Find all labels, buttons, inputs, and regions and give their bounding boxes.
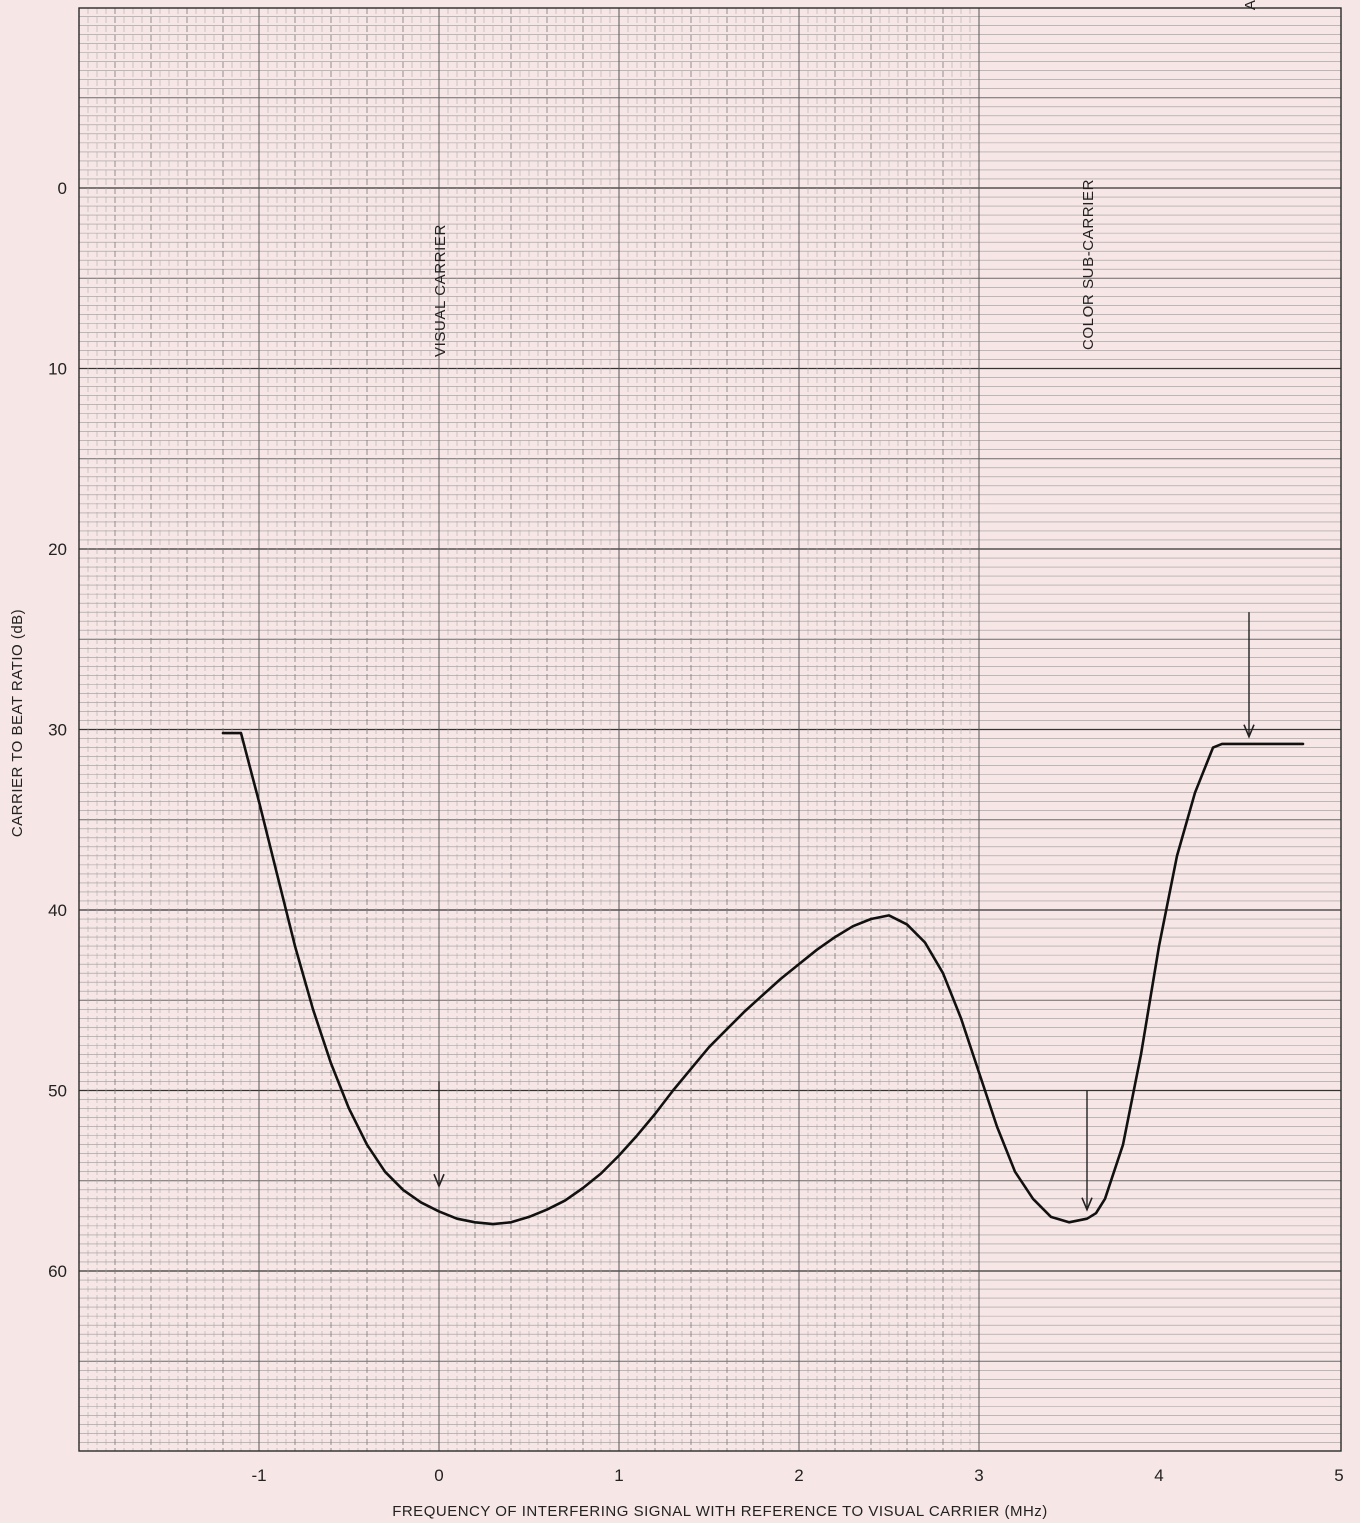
annotation-label: COLOR SUB-CARRIER: [1080, 179, 1097, 350]
x-axis-title: FREQUENCY OF INTERFERING SIGNAL WITH REF…: [392, 1503, 1048, 1520]
x-tick-label: 4: [1154, 1466, 1163, 1485]
y-tick-label: 10: [48, 360, 67, 379]
x-tick-label: 5: [1334, 1466, 1343, 1485]
y-tick-label: 0: [58, 179, 67, 198]
x-tick-label: 3: [974, 1466, 983, 1485]
tick-labels: 0 10 20 30 40 50 60 -1 0 1 2 3 4 5: [48, 179, 1344, 1485]
series-line: [221, 731, 1305, 1226]
y-tick-label: 50: [48, 1082, 67, 1101]
y-tick-label: 20: [48, 540, 67, 559]
y-tick-label: 40: [48, 901, 67, 920]
annotation-label: VISUAL CARRIER: [432, 224, 449, 357]
annotation-arrow-head: [433, 1173, 445, 1189]
x-tick-label: 1: [614, 1466, 623, 1485]
x-tick-label: 0: [434, 1466, 443, 1485]
annotations: VISUAL CARRIER COLOR SUB-CARRIER AURAL CAR…: [432, 0, 1259, 1212]
plot-frame: [78, 7, 1342, 1452]
y-tick-label: 30: [48, 721, 67, 740]
y-axis-title: CARRIER TO BEAT RATIO (dB): [9, 609, 26, 837]
data-series: [221, 731, 1305, 1226]
x-tick-label: 2: [794, 1466, 803, 1485]
y-tick-label: 60: [48, 1262, 67, 1281]
x-tick-label: -1: [251, 1466, 266, 1485]
grid: [79, 8, 1341, 1451]
annotation-arrow-head: [1081, 1197, 1093, 1212]
annotation-label: AURAL CARRIER: [1242, 0, 1259, 10]
annotation-arrow-head: [1243, 724, 1255, 739]
